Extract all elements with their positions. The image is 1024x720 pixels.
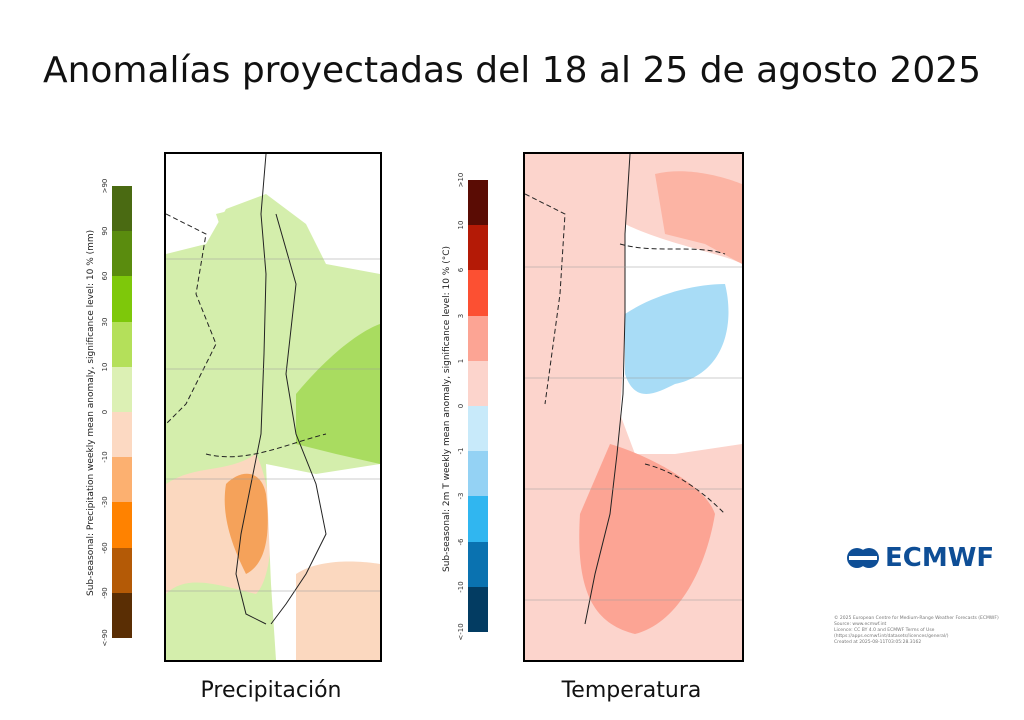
temperature-colorbar-swatch (468, 586, 488, 633)
precipitation-caption: Precipitación (200, 678, 342, 703)
precipitation-colorbar-tick: -10 (101, 451, 109, 463)
temperature-colorbar-swatch (468, 451, 488, 497)
precipitation-colorbar-tick: -30 (101, 496, 109, 509)
credit-line: Created at 2025-08-11T03:05:28.3162 (834, 640, 922, 645)
precipitation-colorbar-tick: 90 (101, 226, 109, 236)
precipitation-colorbar-swatch (112, 321, 132, 367)
temperature-colorbar-swatch (468, 496, 488, 542)
temperature-colorbar-tick: <-10 (457, 623, 465, 641)
temperature-colorbar-tick: -1 (457, 447, 465, 455)
precipitation-colorbar-label: Sub-seasonal: Precipitation weekly mean … (86, 229, 96, 596)
precipitation-colorbar-tick: 10 (101, 362, 109, 372)
temperature-colorbar-tick: 3 (457, 313, 465, 318)
precipitation-colorbar-tick: 60 (101, 271, 109, 281)
precipitation-colorbar-swatch (112, 412, 132, 458)
temperature-caption: Temperatura (561, 678, 702, 703)
temperature-colorbar-swatch (468, 180, 488, 226)
precipitation-colorbar-swatch (112, 457, 132, 503)
precipitation-map (164, 152, 382, 662)
precipitation-colorbar (112, 186, 132, 639)
temperature-colorbar-label: Sub-seasonal: 2m T weekly mean anomaly, … (442, 245, 452, 572)
temperature-colorbar-tick: 1 (457, 358, 465, 364)
temperature-colorbar-swatch (468, 225, 488, 271)
precipitation-colorbar-tick: <-90 (101, 629, 109, 647)
temperature-colorbar-swatch (468, 541, 488, 587)
temperature-colorbar-swatch (468, 406, 488, 452)
precipitation-colorbar-swatch (112, 502, 132, 548)
temperature-colorbar-tick: 10 (457, 220, 465, 230)
precipitation-colorbar-tick: 0 (101, 409, 109, 415)
temperature-colorbar-swatch (468, 360, 488, 407)
credit-line: Source: www.ecmwf.int (834, 622, 887, 627)
precipitation-colorbar-tick: -90 (101, 587, 109, 599)
temperature-colorbar-swatch (468, 315, 488, 361)
temperature-colorbar-tick: -6 (457, 538, 465, 546)
temperature-colorbar-tick: -10 (457, 581, 465, 593)
precipitation-colorbar-swatch (112, 366, 132, 413)
credit-line: © 2025 European Centre for Medium-Range … (834, 616, 999, 621)
credits: © 2025 European Centre for Medium-Range … (834, 616, 1024, 646)
temperature-colorbar-swatch (468, 270, 488, 316)
precipitation-colorbar-swatch (112, 547, 132, 593)
precipitation-colorbar-swatch (112, 186, 132, 232)
precipitation-colorbar-swatch (112, 231, 132, 277)
precipitation-colorbar-swatch (112, 276, 132, 322)
ecmwf-logo: ECMWF (845, 543, 994, 573)
precipitation-colorbar-ticks: >90 90 60 30 10 0 -10 -30 -60 -90 <-90 (98, 179, 112, 647)
ecmwf-logo-icon (847, 548, 879, 568)
temperature-colorbar-ticks: >10 10 6 3 1 0 -1 -3 -6 -10 <-10 (454, 173, 468, 641)
precipitation-colorbar-tick: -60 (101, 541, 109, 554)
ecmwf-logo-text: ECMWF (885, 543, 995, 573)
credit-line: Licence: CC BY 4.0 and ECMWF Terms of Us… (834, 628, 949, 639)
precipitation-colorbar-tick: >90 (101, 178, 109, 194)
temperature-colorbar-tick: 6 (457, 268, 465, 273)
temperature-colorbar-tick: -3 (457, 492, 465, 500)
temperature-colorbar-tick: >10 (457, 172, 465, 188)
page-title: Anomalías proyectadas del 18 al 25 de ag… (42, 50, 982, 91)
precipitation-colorbar-tick: 30 (101, 317, 109, 327)
precipitation-colorbar-swatch (112, 592, 132, 639)
temperature-colorbar-tick: 0 (457, 403, 465, 409)
temperature-colorbar (468, 180, 488, 633)
temperature-map (523, 152, 744, 662)
